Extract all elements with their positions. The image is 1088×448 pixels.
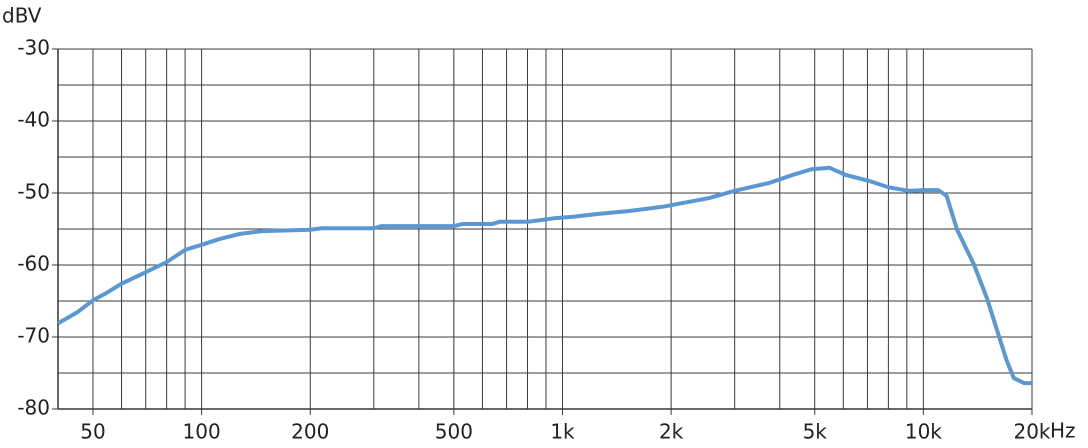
x-tick-label: 200 (291, 420, 329, 444)
x-tick-label: 50 (80, 420, 105, 444)
x-tick-label: 1k (550, 420, 575, 444)
x-tick-label: 5k (803, 420, 828, 444)
x-tick-label: 20k (1013, 420, 1050, 444)
x-tick-label: 10k (905, 420, 942, 444)
y-tick-label: -80 (17, 396, 50, 420)
x-tick-label: 2k (659, 420, 684, 444)
x-tick-label: 100 (183, 420, 221, 444)
y-tick-label: -30 (17, 36, 50, 60)
x-tick-label: 500 (435, 420, 473, 444)
line-series (57, 165, 1032, 386)
y-axis-label: dBV (2, 4, 42, 28)
y-tick-label: -40 (17, 108, 50, 132)
y-tick-label: -50 (17, 180, 50, 204)
y-tick-label: -70 (17, 324, 50, 348)
x-axis-label: Hz (1050, 419, 1076, 443)
y-tick-label: -60 (17, 252, 50, 276)
